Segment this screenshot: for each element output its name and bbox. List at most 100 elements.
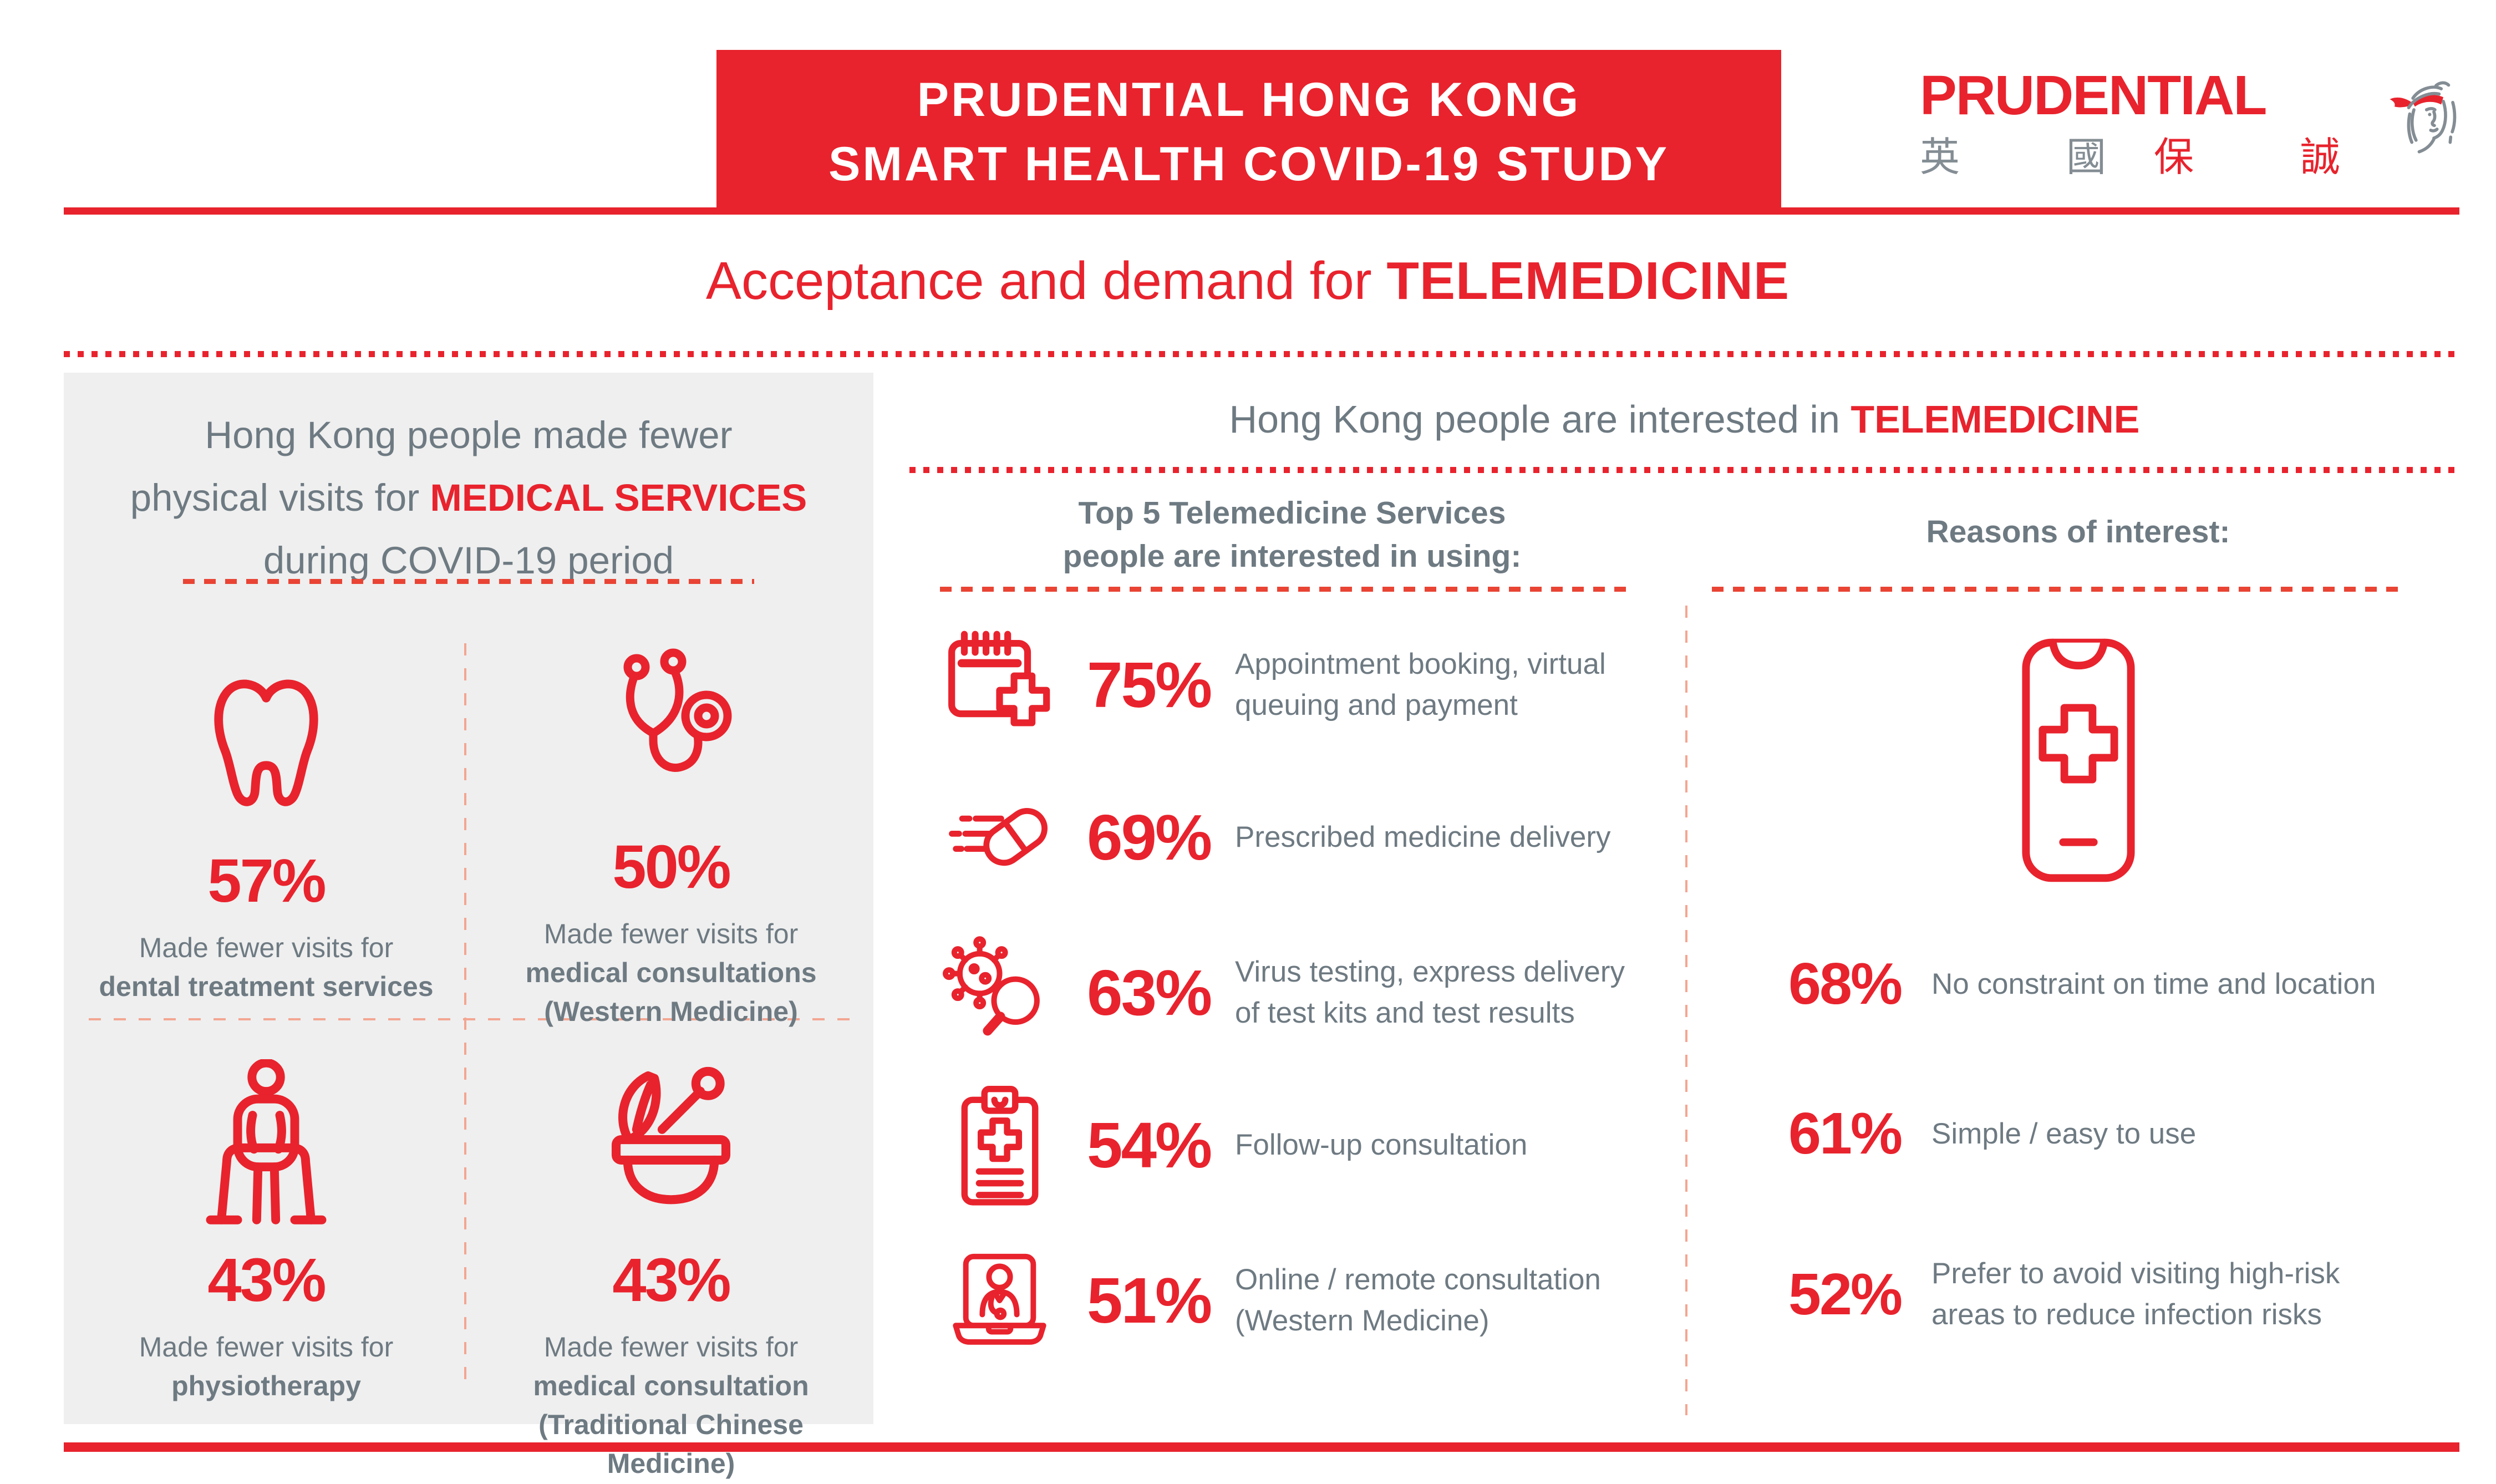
logo-chinese-gray: 英 國 bbox=[1920, 135, 2154, 180]
medical-visits-panel: Hong Kong people made fewer physical vis… bbox=[64, 373, 873, 1479]
service-label-line2: (Western Medicine) bbox=[1235, 1304, 1490, 1337]
online-doctor-icon bbox=[953, 1253, 1046, 1345]
service-label-line1: Virus testing, express delivery bbox=[1235, 956, 1625, 988]
services-underline bbox=[940, 587, 1634, 592]
medical-phone-icon bbox=[2021, 638, 2135, 882]
service-label: Follow-up consultation bbox=[1235, 1125, 1527, 1166]
right-heading-prefix: Hong Kong people are interested in bbox=[1229, 398, 1851, 441]
service-label: Virus testing, express delivery of test … bbox=[1235, 952, 1625, 1034]
virus-testing-icon bbox=[943, 936, 1040, 1036]
reason-item-easy-to-use: 61% Simple / easy to use bbox=[1788, 1100, 2196, 1167]
right-heading-highlight: TELEMEDICINE bbox=[1851, 398, 2140, 441]
stat-percent: 43% bbox=[612, 1246, 731, 1314]
left-grid-vertical-divider bbox=[464, 643, 466, 1392]
reason-label-line1: No constraint on time and location bbox=[1931, 967, 2376, 1000]
stat-caption-line: Made fewer visits for bbox=[139, 932, 394, 963]
service-item-medicine-delivery: 69% Prescribed medicine delivery bbox=[940, 771, 1680, 904]
stat-caption: Made fewer visits for medical consultati… bbox=[480, 914, 862, 1031]
left-panel-heading: Hong Kong people made fewer physical vis… bbox=[64, 404, 873, 592]
reason-label-line1: Simple / easy to use bbox=[1931, 1117, 2197, 1150]
left-heading-line3: during COVID-19 period bbox=[263, 539, 674, 582]
stat-tcm: 43% Made fewer visits for medical consul… bbox=[480, 1052, 862, 1483]
stat-physiotherapy: 43% Made fewer visits for physiotherapy bbox=[75, 1052, 457, 1405]
reason-item-time-location: 68% No constraint on time and location bbox=[1788, 951, 2376, 1018]
clipboard-cross-icon bbox=[961, 1085, 1038, 1206]
stat-service-line1: physiotherapy bbox=[171, 1370, 361, 1401]
stat-service-line2: (Traditional Chinese bbox=[538, 1409, 804, 1440]
reasons-underline bbox=[1712, 587, 2398, 592]
service-label-line1: Follow-up consultation bbox=[1235, 1129, 1528, 1161]
service-label-line1: Prescribed medicine delivery bbox=[1235, 821, 1611, 853]
services-subheading-line2: people are interested in using: bbox=[1063, 538, 1522, 574]
medicine-delivery-icon bbox=[949, 807, 1048, 866]
service-label-line1: Appointment booking, virtual bbox=[1235, 648, 1606, 680]
service-label: Online / remote consultation (Western Me… bbox=[1235, 1259, 1601, 1341]
service-label-line2: of test kits and test results bbox=[1235, 997, 1575, 1029]
service-item-follow-up: 54% Follow-up consultation bbox=[940, 1079, 1680, 1212]
stat-caption-line: Made fewer visits for bbox=[543, 918, 799, 949]
left-heading-line2-prefix: physical visits for bbox=[130, 476, 430, 519]
logo-text: PRUDENTIAL 英 國保 誠 bbox=[1920, 53, 2388, 177]
title-dotted-rule bbox=[64, 351, 2459, 357]
reason-percent: 61% bbox=[1788, 1101, 1903, 1166]
telemedicine-section: Hong Kong people are interested in TELEM… bbox=[909, 373, 2459, 1424]
footer-rule bbox=[64, 1442, 2459, 1452]
service-item-online-consultation: 51% Online / remote consultation (Wester… bbox=[940, 1234, 1680, 1367]
service-percent: 54% bbox=[1087, 1109, 1212, 1181]
reason-percent: 68% bbox=[1788, 951, 1903, 1017]
banner-title-line2: SMART HEALTH COVID-19 STUDY bbox=[828, 138, 1669, 191]
reason-percent: 52% bbox=[1788, 1261, 1903, 1327]
reasons-subheading: Reasons of interest: bbox=[1926, 514, 2230, 550]
service-percent: 69% bbox=[1087, 801, 1212, 873]
service-percent: 75% bbox=[1087, 649, 1212, 721]
calendar-cross-icon bbox=[948, 631, 1050, 726]
reasons-illustration bbox=[1697, 632, 2459, 891]
stat-caption: Made fewer visits for medical consultati… bbox=[480, 1328, 862, 1483]
service-item-virus-testing: 63% Virus testing, express delivery of t… bbox=[940, 926, 1680, 1059]
tcm-mortar-pestle-icon bbox=[611, 1066, 731, 1205]
stat-caption: Made fewer visits for physiotherapy bbox=[75, 1328, 457, 1405]
stat-percent: 50% bbox=[612, 833, 731, 901]
prudential-logo: PRUDENTIAL 英 國保 誠 bbox=[1920, 53, 2463, 202]
left-heading-line2: physical visits for MEDICAL SERVICES bbox=[64, 466, 873, 529]
physiotherapy-walker-icon bbox=[206, 1059, 327, 1224]
logo-brand-wordmark: PRUDENTIAL bbox=[1920, 64, 2267, 126]
page-title: Acceptance and demand for TELEMEDICINE bbox=[682, 251, 1813, 312]
prudence-face-icon bbox=[2390, 81, 2457, 154]
stat-caption: Made fewer visits for dental treatment s… bbox=[75, 928, 457, 1006]
stat-dental: 57% Made fewer visits for dental treatme… bbox=[75, 653, 457, 1006]
right-columns-divider bbox=[1685, 606, 1687, 1415]
right-section-heading: Hong Kong people are interested in TELEM… bbox=[909, 397, 2459, 441]
service-label-line2: queuing and payment bbox=[1235, 689, 1518, 721]
left-heading-underline bbox=[183, 579, 754, 584]
stat-service-line2: (Western Medicine) bbox=[544, 996, 798, 1027]
stat-western-medicine: 50% Made fewer visits for medical consul… bbox=[480, 639, 862, 1031]
reason-label: No constraint on time and location bbox=[1931, 964, 2376, 1005]
banner: PRUDENTIAL HONG KONG SMART HEALTH COVID-… bbox=[716, 50, 1781, 214]
services-subheading: Top 5 Telemedicine Services people are i… bbox=[909, 491, 1675, 578]
reason-label-line2: areas to reduce infection risks bbox=[1931, 1298, 2322, 1331]
reason-label: Prefer to avoid visiting high-risk areas… bbox=[1931, 1253, 2340, 1335]
page-title-prefix: Acceptance and demand for bbox=[705, 251, 1387, 311]
stat-percent: 57% bbox=[207, 847, 326, 915]
left-heading-line2-highlight: MEDICAL SERVICES bbox=[430, 476, 807, 519]
logo-chinese-wordmark: 英 國保 誠 bbox=[1920, 138, 2388, 177]
page-title-highlight: TELEMEDICINE bbox=[1386, 251, 1790, 311]
left-grid-horizontal-divider bbox=[89, 1018, 851, 1020]
service-label-line1: Online / remote consultation bbox=[1235, 1263, 1601, 1296]
left-heading-line1: Hong Kong people made fewer bbox=[205, 414, 733, 456]
stat-caption-line: Made fewer visits for bbox=[543, 1331, 799, 1363]
reason-item-avoid-high-risk: 52% Prefer to avoid visiting high-risk a… bbox=[1788, 1253, 2340, 1335]
stat-service-line1: dental treatment services bbox=[99, 971, 434, 1002]
stat-service-line1: medical consultations bbox=[525, 957, 817, 988]
stat-service-line3: Medicine) bbox=[607, 1448, 735, 1479]
reason-label: Simple / easy to use bbox=[1931, 1114, 2196, 1155]
tooth-icon bbox=[214, 679, 318, 806]
service-percent: 63% bbox=[1087, 957, 1212, 1029]
service-label: Appointment booking, virtual queuing and… bbox=[1235, 644, 1606, 726]
stat-service-line1: medical consultation bbox=[533, 1370, 809, 1401]
service-label: Prescribed medicine delivery bbox=[1235, 817, 1611, 858]
stat-caption-line: Made fewer visits for bbox=[139, 1331, 394, 1363]
stat-percent: 43% bbox=[207, 1246, 326, 1314]
